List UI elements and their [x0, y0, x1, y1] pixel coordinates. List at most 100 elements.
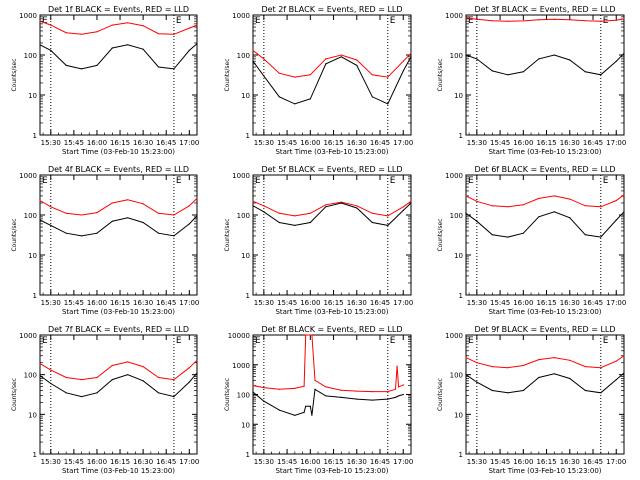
data-point-lld: [263, 387, 265, 389]
y-tick-label: 1: [246, 451, 250, 459]
data-point-events: [196, 372, 198, 374]
series-line-events: [39, 372, 198, 398]
data-point-events: [50, 224, 52, 226]
series-line-lld: [39, 198, 198, 216]
data-point-lld: [81, 214, 83, 216]
data-point-lld: [507, 20, 509, 22]
data-point-lld: [600, 206, 602, 208]
data-point-events: [96, 64, 98, 66]
data-point-events: [553, 211, 555, 213]
data-point-events: [278, 221, 280, 224]
data-point-events: [553, 373, 555, 375]
x-tick-label: 15:30: [467, 139, 487, 147]
data-point-lld: [314, 379, 316, 381]
data-point-events: [623, 372, 625, 374]
series-line-events: [252, 388, 404, 416]
data-point-lld: [111, 24, 113, 26]
x-tick-label: 16:45: [583, 458, 603, 466]
data-point-events: [553, 54, 555, 56]
data-point-events: [278, 96, 280, 98]
x-tick-label: 16:00: [87, 299, 107, 307]
x-tick-label: 17:00: [606, 299, 626, 307]
data-point-lld: [157, 212, 160, 214]
e-marker-left: E: [255, 176, 261, 186]
data-point-lld: [569, 359, 571, 361]
data-point-lld: [252, 49, 254, 52]
data-point-events: [491, 234, 493, 236]
panel-title: Det 4f BLACK = Events, RED = LLD: [48, 165, 189, 174]
data-point-lld: [465, 17, 467, 19]
data-point-lld: [491, 366, 493, 368]
x-tick-label: 17:00: [606, 458, 626, 466]
x-tick-label: 16:30: [560, 139, 580, 147]
data-point-events: [538, 58, 540, 60]
data-point-lld: [39, 363, 41, 365]
data-point-events: [127, 217, 129, 219]
data-point-lld: [371, 391, 373, 393]
series-line-lld: [252, 200, 412, 217]
x-tick-label: 15:45: [64, 299, 84, 307]
data-point-events: [142, 221, 144, 224]
x-tick-label: 15:45: [277, 299, 297, 307]
data-point-lld: [584, 366, 586, 368]
y-axis-label: Counts/sec: [224, 58, 231, 91]
x-tick-label: 17:00: [393, 139, 413, 147]
x-tick-label: 16:00: [513, 299, 533, 307]
data-point-events: [294, 224, 296, 226]
data-point-events: [387, 224, 389, 226]
e-marker-right: E: [390, 176, 396, 186]
data-point-lld: [465, 195, 467, 197]
data-point-lld: [615, 19, 617, 21]
data-point-lld: [157, 376, 160, 379]
y-tick-label: 1000: [232, 172, 250, 180]
plot-frame: [252, 174, 412, 296]
e-marker-left: E: [255, 336, 261, 346]
e-marker-right: E: [176, 176, 182, 186]
data-point-events: [305, 405, 307, 407]
x-axis-label: Start Time (03-Feb-10 15:23:00): [62, 467, 175, 475]
data-point-events: [410, 202, 412, 204]
y-tick-label: 100: [24, 372, 37, 380]
data-point-events: [252, 391, 254, 393]
data-point-lld: [65, 212, 67, 214]
series-line-events: [39, 215, 198, 237]
x-tick-label: 15:30: [467, 458, 487, 466]
data-point-events: [314, 388, 316, 390]
e-marker-left: E: [255, 16, 261, 26]
data-point-events: [263, 211, 265, 213]
y-axis-label: Counts/sec: [11, 378, 18, 411]
data-point-events: [507, 236, 509, 238]
data-point-events: [263, 400, 265, 402]
x-tick-label: 16:45: [583, 299, 603, 307]
data-point-lld: [538, 19, 540, 21]
x-tick-label: 16:45: [156, 139, 176, 147]
data-point-events: [387, 398, 389, 400]
y-tick-label: 1: [246, 292, 250, 300]
x-tick-label: 15:45: [490, 139, 510, 147]
x-axis-label: Start Time (03-Feb-10 15:23:00): [62, 148, 175, 156]
x-tick-label: 15:30: [41, 139, 61, 147]
data-point-lld: [188, 367, 190, 369]
data-point-lld: [340, 389, 342, 391]
data-point-lld: [39, 20, 41, 22]
data-point-events: [96, 392, 98, 394]
y-tick-label: 10: [28, 252, 37, 260]
data-point-lld: [96, 212, 98, 214]
data-point-events: [371, 399, 373, 401]
data-point-lld: [309, 74, 311, 76]
data-point-lld: [402, 384, 404, 386]
data-point-lld: [252, 384, 254, 387]
plot-frame: [465, 174, 625, 296]
data-point-lld: [278, 212, 280, 214]
data-point-lld: [263, 205, 265, 207]
data-point-lld: [252, 200, 254, 202]
data-point-events: [600, 392, 602, 394]
data-point-lld: [96, 31, 98, 33]
x-tick-label: 16:00: [513, 458, 533, 466]
x-tick-label: 16:00: [513, 139, 533, 147]
data-point-events: [398, 395, 400, 397]
series-line-events: [252, 202, 412, 226]
x-axis-label: Start Time (03-Feb-10 15:23:00): [488, 467, 601, 475]
data-point-lld: [127, 22, 129, 24]
